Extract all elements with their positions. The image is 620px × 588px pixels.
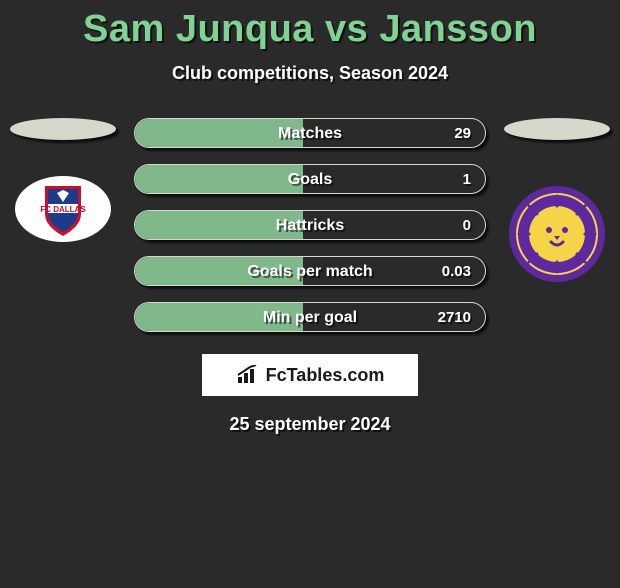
stat-list: Matches29 Goals1 Hattricks0 Goals per match… xyxy=(134,118,486,332)
stat-label: Hattricks xyxy=(135,211,485,240)
right-ellipse xyxy=(504,118,610,140)
right-team-col xyxy=(502,118,612,282)
left-team-col: FC DALLAS xyxy=(8,118,118,242)
subtitle: Club competitions, Season 2024 xyxy=(0,63,620,84)
orlando-city-logo-icon xyxy=(509,186,605,282)
stat-value: 1 xyxy=(463,165,471,194)
stat-value: 2710 xyxy=(438,303,471,332)
stat-label: Min per goal xyxy=(135,303,485,332)
stat-value: 0 xyxy=(463,211,471,240)
right-team-logo xyxy=(509,186,605,282)
bar-chart-icon xyxy=(236,365,260,385)
stat-bar: Min per goal2710 xyxy=(134,302,486,332)
stat-label: Goals xyxy=(135,165,485,194)
stat-value: 29 xyxy=(454,119,471,148)
brand-badge[interactable]: FcTables.com xyxy=(202,354,418,396)
stat-bar: Goals1 xyxy=(134,164,486,194)
left-team-logo: FC DALLAS xyxy=(15,176,111,242)
stat-label: Goals per match xyxy=(135,257,485,286)
stat-bar: Goals per match0.03 xyxy=(134,256,486,286)
svg-text:FC DALLAS: FC DALLAS xyxy=(40,205,86,214)
date-line: 25 september 2024 xyxy=(0,414,620,435)
comparison-row: FC DALLAS Matches29 Goals1 Hattricks0 Goals… xyxy=(0,118,620,332)
page-title: Sam Junqua vs Jansson xyxy=(0,8,620,51)
stat-bar: Hattricks0 xyxy=(134,210,486,240)
fc-dallas-logo-icon: FC DALLAS xyxy=(15,176,111,242)
stat-bar: Matches29 xyxy=(134,118,486,148)
stat-label: Matches xyxy=(135,119,485,148)
stat-value: 0.03 xyxy=(442,257,471,286)
left-ellipse xyxy=(10,118,116,140)
brand-text: FcTables.com xyxy=(266,365,385,386)
